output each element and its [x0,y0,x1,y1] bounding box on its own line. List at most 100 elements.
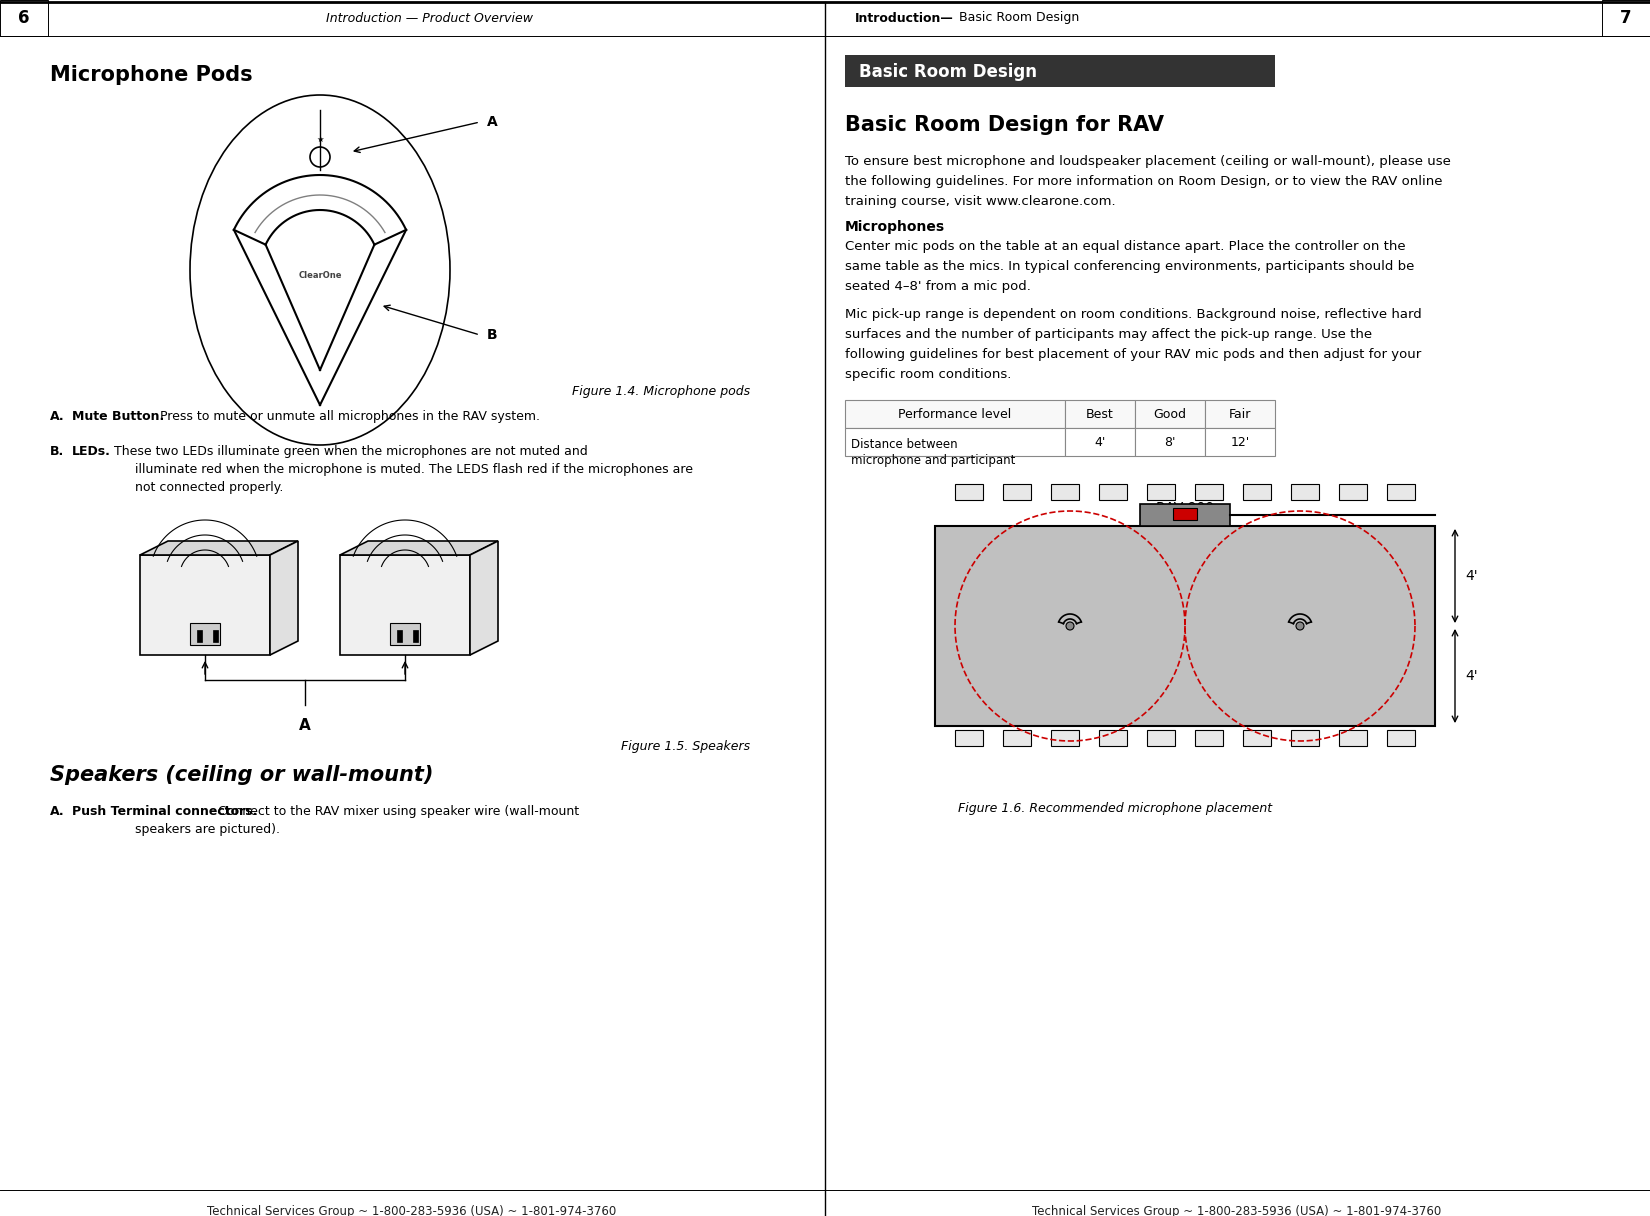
Bar [1140,503,1229,527]
Circle shape [1295,623,1304,630]
Text: microphone and participant: microphone and participant [851,454,1015,467]
Text: 6: 6 [18,9,30,27]
Text: 7: 7 [1620,9,1632,27]
Text: LEDs.: LEDs. [73,445,111,458]
Text: Best: Best [1086,407,1114,421]
Bar [845,428,1064,456]
Bar [1051,730,1079,745]
Text: B: B [487,328,498,342]
Text: Mic pick-up range is dependent on room conditions. Background noise, reflective : Mic pick-up range is dependent on room c… [845,308,1422,321]
Text: Technical Services Group ~ 1-800-283-5936 (USA) ~ 1-801-974-3760: Technical Services Group ~ 1-800-283-593… [1033,1205,1442,1216]
Text: Distance between: Distance between [851,438,957,451]
Bar [1064,428,1135,456]
Bar [190,623,219,644]
Text: surfaces and the number of participants may affect the pick-up range. Use the: surfaces and the number of participants … [845,328,1373,340]
Text: To ensure best microphone and loudspeaker placement (ceiling or wall-mount), ple: To ensure best microphone and loudspeake… [845,154,1450,168]
Bar [213,630,218,642]
Text: A: A [299,717,310,733]
Text: Figure 1.6. Recommended microphone placement: Figure 1.6. Recommended microphone place… [959,803,1272,815]
Bar [0,0,48,36]
Polygon shape [470,541,498,655]
Bar [1388,484,1416,500]
Text: Technical Services Group ~ 1-800-283-5936 (USA) ~ 1-801-974-3760: Technical Services Group ~ 1-800-283-593… [208,1205,617,1216]
Text: 4': 4' [1465,669,1478,683]
Text: specific room conditions.: specific room conditions. [845,368,1011,381]
Bar [1135,428,1204,456]
Text: Figure 1.5. Speakers: Figure 1.5. Speakers [620,741,751,753]
Text: the following guidelines. For more information on Room Design, or to view the RA: the following guidelines. For more infor… [845,175,1442,188]
Polygon shape [271,541,299,655]
Text: Good: Good [1153,407,1186,421]
Bar [845,400,1064,428]
Text: 4': 4' [1094,435,1106,449]
Text: Push Terminal connectors.: Push Terminal connectors. [73,805,257,818]
Bar [1204,428,1275,456]
Circle shape [1066,623,1074,630]
Text: seated 4–8' from a mic pod.: seated 4–8' from a mic pod. [845,280,1031,293]
Text: RAV 900: RAV 900 [1157,501,1214,516]
Text: These two LEDs illuminate green when the microphones are not muted and: These two LEDs illuminate green when the… [111,445,587,458]
Bar [196,630,201,642]
Text: ★: ★ [317,135,323,143]
Bar [1602,0,1650,36]
Bar [389,623,421,644]
Bar [1173,508,1196,520]
Bar [1135,400,1204,428]
Text: Microphone Pods: Microphone Pods [50,64,252,85]
Text: Introduction — Product Overview: Introduction — Product Overview [327,11,533,24]
Bar [398,630,403,642]
Bar [1340,484,1366,500]
Text: Figure 1.4. Microphone pods: Figure 1.4. Microphone pods [573,385,751,398]
Text: Speakers (ceiling or wall-mount): Speakers (ceiling or wall-mount) [50,765,434,786]
Text: A.: A. [50,805,64,818]
Text: training course, visit www.clearone.com.: training course, visit www.clearone.com. [845,195,1115,208]
Bar [1340,730,1366,745]
Polygon shape [340,541,498,554]
Text: speakers are pictured).: speakers are pictured). [135,823,280,837]
Text: A.: A. [50,410,64,423]
Bar [936,527,1436,726]
Text: A: A [487,116,498,129]
Text: illuminate red when the microphone is muted. The LEDS flash red if the microphon: illuminate red when the microphone is mu… [135,463,693,475]
Bar [955,484,983,500]
Polygon shape [340,554,470,655]
Polygon shape [140,554,271,655]
Bar [1204,400,1275,428]
Text: Press to mute or unmute all microphones in the RAV system.: Press to mute or unmute all microphones … [157,410,540,423]
Bar [1195,730,1223,745]
Bar [1147,484,1175,500]
Bar [1242,730,1270,745]
Text: B.: B. [50,445,64,458]
Text: Introduction—: Introduction— [855,11,954,24]
Text: Microphones: Microphones [845,220,945,233]
Bar [1388,730,1416,745]
Bar [1003,484,1031,500]
Text: ClearOne: ClearOne [299,270,342,280]
Text: 8': 8' [1165,435,1176,449]
Bar [1242,484,1270,500]
Polygon shape [140,541,299,554]
Text: Fair: Fair [1229,407,1251,421]
Text: not connected properly.: not connected properly. [135,482,284,494]
Text: Mute Button.: Mute Button. [73,410,165,423]
Text: Basic Room Design: Basic Room Design [955,11,1079,24]
Text: Connect to the RAV mixer using speaker wire (wall-mount: Connect to the RAV mixer using speaker w… [214,805,579,818]
Bar [1147,730,1175,745]
Text: Basic Room Design: Basic Room Design [860,63,1036,81]
Text: Center mic pods on the table at an equal distance apart. Place the controller on: Center mic pods on the table at an equal… [845,240,1406,253]
Text: following guidelines for best placement of your RAV mic pods and then adjust for: following guidelines for best placement … [845,348,1421,361]
Bar [1195,484,1223,500]
Text: 12': 12' [1231,435,1249,449]
Text: Performance level: Performance level [898,407,1011,421]
Bar [412,630,417,642]
Bar [1064,400,1135,428]
Text: Basic Room Design for RAV: Basic Room Design for RAV [845,116,1163,135]
Bar [1290,484,1318,500]
Text: same table as the mics. In typical conferencing environments, participants shoul: same table as the mics. In typical confe… [845,260,1414,274]
Bar [1099,730,1127,745]
Bar [1290,730,1318,745]
Bar [1099,484,1127,500]
Bar [1051,484,1079,500]
Bar [955,730,983,745]
Text: 4': 4' [1465,569,1478,582]
